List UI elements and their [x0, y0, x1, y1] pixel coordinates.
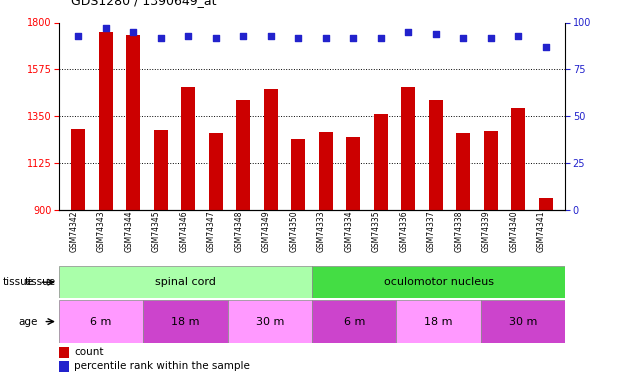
Point — [404, 29, 414, 35]
Bar — [291, 139, 305, 210]
Bar — [59, 361, 69, 372]
Text: GSM74350: GSM74350 — [289, 210, 298, 252]
Bar — [181, 87, 195, 210]
Bar — [429, 100, 443, 210]
Text: 30 m: 30 m — [256, 316, 284, 327]
Point — [348, 34, 358, 40]
Bar — [512, 108, 525, 210]
Point — [266, 33, 276, 39]
Text: GSM74338: GSM74338 — [455, 210, 463, 252]
Point — [431, 31, 441, 37]
Bar — [347, 137, 360, 210]
Point — [541, 44, 551, 50]
Text: age: age — [19, 316, 38, 327]
Point — [238, 33, 248, 39]
Text: oculomotor nucleus: oculomotor nucleus — [384, 277, 494, 287]
Text: GSM74341: GSM74341 — [537, 210, 546, 252]
Bar — [237, 100, 250, 210]
Bar — [539, 198, 553, 210]
Bar — [59, 300, 143, 343]
Point — [211, 34, 220, 40]
Bar — [99, 32, 112, 210]
Text: GSM74345: GSM74345 — [152, 210, 161, 252]
Text: 30 m: 30 m — [509, 316, 537, 327]
Text: GSM74335: GSM74335 — [372, 210, 381, 252]
Bar — [312, 266, 565, 298]
Text: percentile rank within the sample: percentile rank within the sample — [74, 362, 250, 371]
Point — [73, 33, 83, 39]
Text: GSM74344: GSM74344 — [124, 210, 134, 252]
Text: GSM74334: GSM74334 — [344, 210, 353, 252]
Bar — [312, 300, 396, 343]
Bar — [484, 131, 497, 210]
Text: spinal cord: spinal cord — [155, 277, 216, 287]
Text: GSM74336: GSM74336 — [399, 210, 409, 252]
Text: GSM74349: GSM74349 — [262, 210, 271, 252]
Point — [514, 33, 524, 39]
Bar — [154, 130, 168, 210]
Bar — [59, 266, 312, 298]
Bar — [374, 114, 388, 210]
Point — [101, 25, 111, 31]
Bar — [228, 300, 312, 343]
Bar — [481, 300, 565, 343]
Bar — [59, 347, 69, 358]
Text: 18 m: 18 m — [424, 316, 453, 327]
Text: GSM74333: GSM74333 — [317, 210, 326, 252]
Point — [183, 33, 193, 39]
Text: GSM74342: GSM74342 — [70, 210, 78, 252]
Bar — [127, 35, 140, 210]
Bar — [209, 133, 223, 210]
Bar — [401, 87, 415, 210]
Point — [376, 34, 386, 40]
Bar — [319, 132, 333, 210]
Text: count: count — [74, 347, 104, 357]
Text: GSM74340: GSM74340 — [509, 210, 519, 252]
Text: 6 m: 6 m — [91, 316, 112, 327]
Text: 6 m: 6 m — [343, 316, 365, 327]
Text: GSM74343: GSM74343 — [97, 210, 106, 252]
Bar — [264, 89, 278, 210]
Text: tissue: tissue — [2, 277, 34, 287]
Bar — [456, 133, 470, 210]
Text: GSM74346: GSM74346 — [179, 210, 188, 252]
Point — [129, 29, 138, 35]
Point — [321, 34, 331, 40]
Point — [293, 34, 303, 40]
Text: GDS1280 / 1390649_at: GDS1280 / 1390649_at — [71, 0, 217, 8]
Text: GSM74339: GSM74339 — [482, 210, 491, 252]
Text: GSM74348: GSM74348 — [234, 210, 243, 252]
Bar — [71, 129, 85, 210]
Text: tissue: tissue — [25, 277, 56, 287]
Point — [486, 34, 496, 40]
Point — [156, 34, 166, 40]
Bar — [143, 300, 228, 343]
Point — [458, 34, 468, 40]
Text: GSM74337: GSM74337 — [427, 210, 436, 252]
Bar — [396, 300, 481, 343]
Text: GSM74347: GSM74347 — [207, 210, 215, 252]
Text: 18 m: 18 m — [171, 316, 200, 327]
